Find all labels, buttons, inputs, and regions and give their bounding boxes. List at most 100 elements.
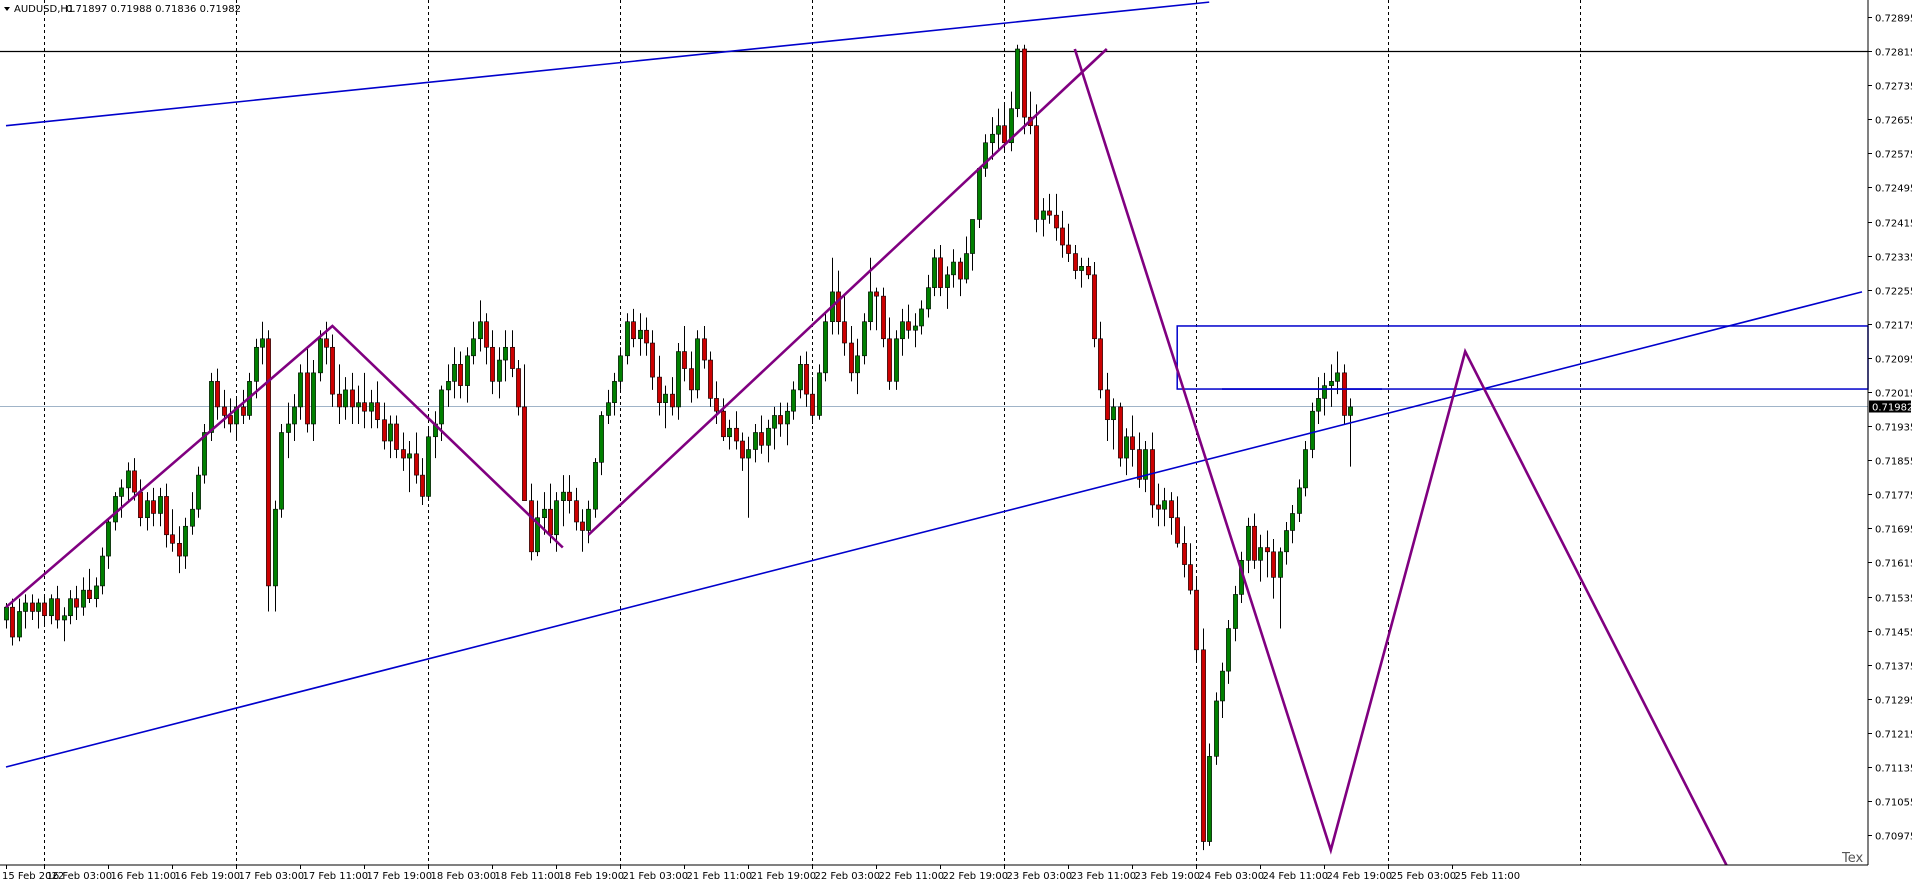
bear-candle-body [836, 291, 841, 323]
bear-candle-body [1098, 338, 1103, 391]
bull-candle-body [158, 496, 163, 514]
bear-candle-body [1086, 266, 1091, 276]
symbol-label: AUDUSD,H1 [14, 4, 74, 15]
bull-candle-body [593, 462, 598, 510]
bear-candle-body [362, 402, 367, 412]
bear-candle-body [132, 470, 137, 493]
bull-candle-body [388, 423, 393, 442]
bear-candle-body [708, 359, 713, 399]
bear-candle-body [1169, 500, 1174, 519]
collapse-triangle-icon[interactable] [4, 7, 10, 11]
bull-candle-body [81, 589, 86, 608]
bull-candle-body [183, 525, 188, 557]
time-tick-label: 24 Feb 03:00 [1199, 871, 1265, 882]
bull-candle-body [209, 381, 214, 433]
price-tick-label: 0.71055 [1875, 798, 1912, 809]
bull-candle-body [343, 389, 348, 408]
bull-candle-body [990, 133, 995, 144]
bear-candle-body [842, 321, 847, 344]
bull-candle-body [1303, 449, 1308, 489]
bull-candle-body [446, 381, 451, 391]
bear-candle-body [574, 500, 579, 523]
bull-candle-body [951, 261, 956, 276]
price-tick-label: 0.71455 [1875, 628, 1912, 639]
bear-candle-body [74, 598, 79, 608]
bear-candle-body [881, 295, 886, 340]
time-tick-label: 25 Feb 11:00 [1455, 871, 1521, 882]
bear-candle-body [222, 406, 227, 416]
lower-channel-trendline [5, 291, 1863, 768]
bear-candle-body [567, 491, 572, 501]
bear-candle-body [670, 393, 675, 408]
bear-candle-body [958, 261, 963, 280]
bear-candle-body [484, 321, 489, 348]
bull-candle-body [1226, 628, 1231, 672]
bear-candle-body [164, 496, 169, 536]
bull-candle-body [1111, 406, 1116, 421]
bull-candle-body [1246, 525, 1251, 561]
bull-candle-body [638, 329, 643, 340]
bull-candle-body [1335, 372, 1340, 382]
bull-candle-body [478, 321, 483, 340]
time-tick-label: 17 Feb 11:00 [303, 871, 369, 882]
current-price-tag-label: 0.71982 [1872, 403, 1912, 414]
time-tick-label: 24 Feb 19:00 [1327, 871, 1393, 882]
bear-candle-body [1073, 253, 1078, 271]
bear-candle-body [215, 381, 220, 408]
price-tick-label: 0.71695 [1875, 525, 1912, 536]
bear-candle-body [87, 589, 92, 599]
bull-candle-body [926, 287, 931, 310]
price-tick-label: 0.71615 [1875, 559, 1912, 570]
bear-candle-body [1175, 517, 1180, 544]
bull-candle-body [318, 338, 323, 374]
bear-candle-body [55, 598, 60, 621]
bull-candle-body [798, 364, 803, 391]
bull-candle-body [1290, 513, 1295, 531]
bull-candle-body [663, 393, 668, 403]
bear-candle-body [350, 389, 355, 408]
time-tick-label: 22 Feb 11:00 [879, 871, 945, 882]
price-tick-label: 0.72175 [1875, 321, 1912, 332]
bear-candle-body [490, 346, 495, 382]
current-price-tag [1869, 400, 1911, 413]
time-tick-label: 21 Feb 19:00 [751, 871, 817, 882]
bear-candle-body [778, 415, 783, 425]
time-tick-label: 18 Feb 11:00 [495, 871, 561, 882]
bull-candle-body [554, 500, 559, 536]
bull-candle-body [1143, 449, 1148, 480]
bull-candle-body [298, 372, 303, 408]
bear-candle-body [177, 542, 182, 557]
bull-candle-body [1015, 48, 1020, 109]
clipped-drawings [5, 1, 1863, 865]
bear-candle-body [151, 500, 156, 514]
bear-candle-body [138, 491, 143, 519]
bear-candle-body [1130, 436, 1135, 450]
bear-candle-body [1022, 48, 1027, 118]
bull-candle-body [1124, 436, 1129, 459]
zigzag-pattern-line [587, 48, 1108, 536]
bear-candle-body [1252, 525, 1257, 561]
bull-candle-body [439, 389, 444, 425]
time-tick-label: 22 Feb 03:00 [815, 871, 881, 882]
bear-candle-body [1194, 589, 1199, 651]
upper-channel-trendline [5, 1, 1210, 127]
price-tick-label: 0.72575 [1875, 150, 1912, 161]
bull-candle-body [964, 253, 969, 280]
bear-candle-body [689, 368, 694, 391]
bear-candle-body [874, 291, 879, 297]
price-tick-label: 0.72895 [1875, 14, 1912, 25]
price-tick-label: 0.71535 [1875, 594, 1912, 605]
bull-candle-body [1009, 108, 1014, 144]
bear-candle-body [420, 474, 425, 497]
price-tick-label: 0.70975 [1875, 832, 1912, 843]
zigzag-pattern-line [5, 324, 564, 609]
bull-candle-body [106, 521, 111, 557]
time-tick-label: 23 Feb 19:00 [1135, 871, 1201, 882]
bear-candle-body [266, 338, 271, 587]
bear-candle-body [529, 500, 534, 553]
bull-candle-body [586, 508, 591, 531]
price-axis: 0.72895 0.72815 0.72735 0.72655 0.72575 0.724… [1867, 0, 1912, 865]
bear-candle-body [30, 602, 35, 612]
price-tick-label: 0.71375 [1875, 662, 1912, 673]
